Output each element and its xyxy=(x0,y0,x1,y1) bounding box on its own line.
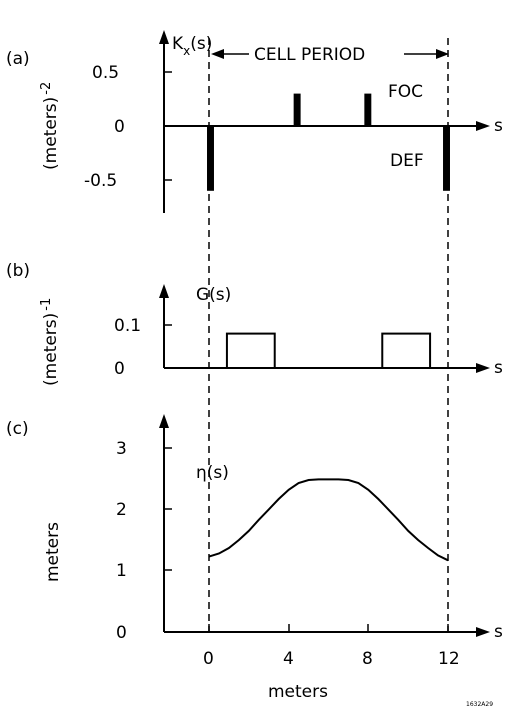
panel-b-y-label: (meters)-1 xyxy=(39,298,61,386)
panel-a-ytick-label: -0.5 xyxy=(84,171,117,191)
focusing-quadrupole xyxy=(293,93,301,126)
panel-b-ytick-label: 0.1 xyxy=(114,316,141,336)
panel-c-ytick-label: 1 xyxy=(116,561,127,581)
defocusing-quadrupole xyxy=(443,126,450,191)
panel-c-ytick-label: 3 xyxy=(116,439,127,459)
panel-c-y-arrowhead xyxy=(159,414,169,428)
def-label: DEF xyxy=(390,151,424,171)
panel-c-ytick-label: 2 xyxy=(116,500,127,520)
panel-b-y-arrowhead xyxy=(159,284,169,298)
panel-a-x-arrowhead xyxy=(476,121,490,131)
panel-a-y-arrowhead xyxy=(159,30,169,44)
panel-b-ytick-label: 0 xyxy=(114,359,125,379)
panel-a-x-label: s xyxy=(494,116,503,136)
quadrupole-magnets xyxy=(207,93,450,191)
panel-a-y-label: (meters)-2 xyxy=(39,82,61,170)
bending-dipoles xyxy=(225,332,432,370)
dipole-magnet xyxy=(381,332,432,370)
panel-a-tag: (a) xyxy=(6,49,30,69)
panel-c-xtick-label: 4 xyxy=(283,649,294,669)
panel-c-func-label: η(s) xyxy=(196,463,229,483)
panel-c-xlabel: meters xyxy=(268,682,328,702)
panel-c-ytick-label: 0 xyxy=(116,623,127,643)
panel-c-xtick-label: 12 xyxy=(438,649,460,669)
panel-c-x-arrowhead xyxy=(476,627,490,637)
panel-c-y-label: meters xyxy=(43,522,63,582)
panel-b: (b) G(s) s 0.1 0 (meters)-1 xyxy=(6,261,503,386)
panel-b-x-label: s xyxy=(494,358,503,378)
panel-b-x-arrowhead xyxy=(476,363,490,373)
panel-c-x-label: s xyxy=(494,622,503,642)
panel-a: (a) Kx(s) s 0.5 0 -0.5 (meters)-2 CELL P… xyxy=(6,30,503,213)
foc-label: FOC xyxy=(388,82,423,102)
panel-c-xtick-label: 0 xyxy=(203,649,214,669)
cell-period-arrowhead-left xyxy=(211,49,224,59)
panel-b-func-label: G(s) xyxy=(196,285,231,305)
cell-period-label: CELL PERIOD xyxy=(254,45,365,65)
panel-c-tag: (c) xyxy=(6,419,29,439)
panel-a-ytick-label: 0 xyxy=(114,117,125,137)
dispersion-curve xyxy=(208,478,449,562)
focusing-quadrupole xyxy=(364,93,372,126)
panel-a-func-label: Kx(s) xyxy=(172,34,212,58)
dipole-magnet xyxy=(225,332,276,370)
defocusing-quadrupole xyxy=(207,126,214,191)
cell-period-arrowhead-right xyxy=(436,49,449,59)
panel-c: (c) η(s) s 3 2 1 0 0 4 8 12 meters meter… xyxy=(6,414,503,702)
panel-b-tag: (b) xyxy=(6,261,30,281)
panel-c-xtick-label: 8 xyxy=(362,649,373,669)
figure-code: 1632A29 xyxy=(466,701,493,708)
panel-a-ytick-label: 0.5 xyxy=(92,63,119,83)
